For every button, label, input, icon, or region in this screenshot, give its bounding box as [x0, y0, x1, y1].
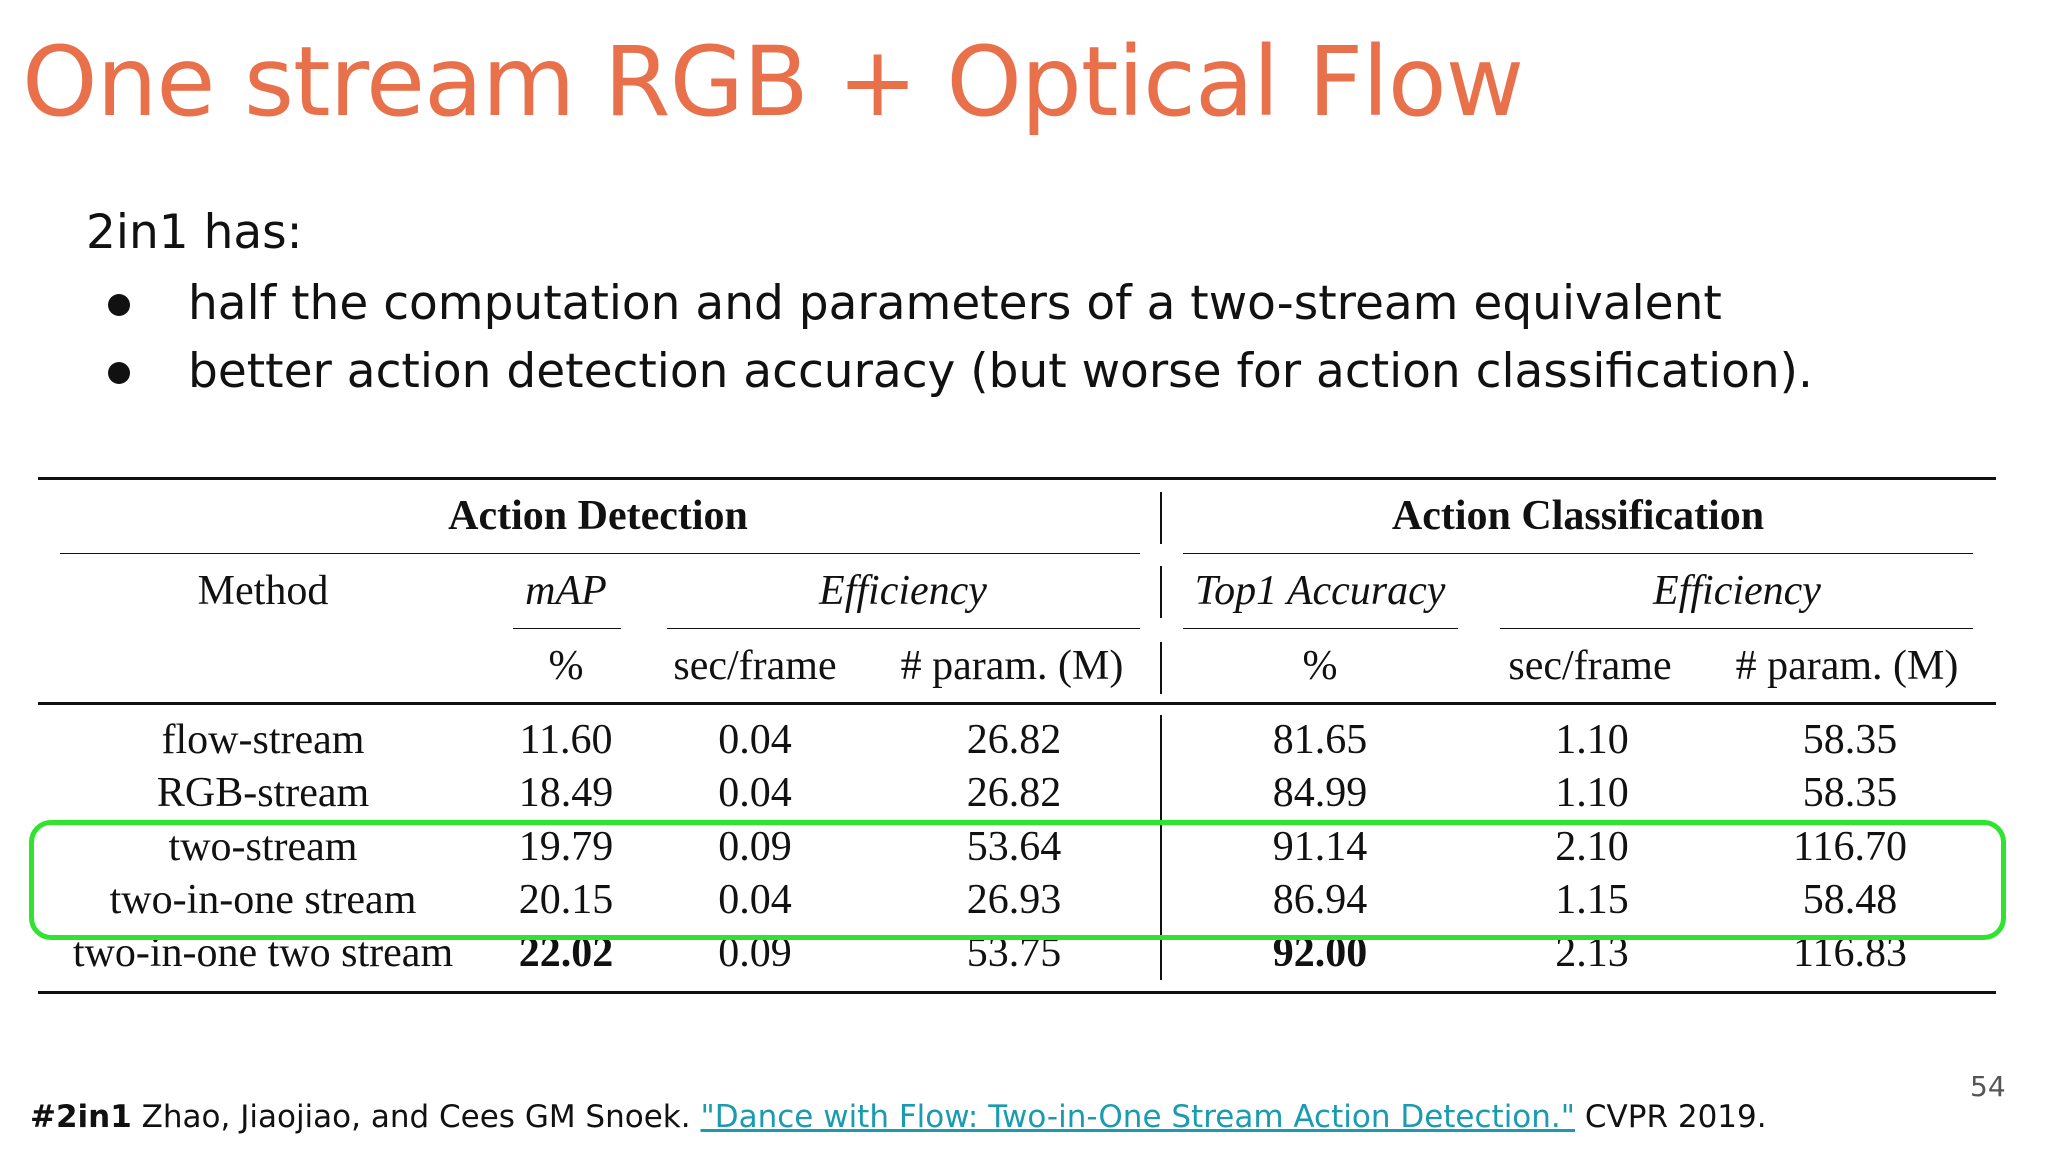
cell-map: 11.60: [519, 717, 613, 763]
cell-cls-sec: 1.10: [1555, 770, 1629, 816]
det-efficiency-sub-rule: [667, 628, 1140, 629]
cell-top1: 86.94: [1272, 877, 1368, 923]
header-method: Method: [197, 568, 329, 614]
page-number: 54: [1970, 1070, 2006, 1103]
cell-map: 19.79: [518, 824, 614, 870]
bullet-dot-icon: [108, 362, 130, 384]
unit-map-percent: %: [548, 643, 584, 689]
highlight-box: [29, 820, 2006, 940]
intro-text: 2in1 has:: [86, 205, 303, 260]
citation-paper-link[interactable]: "Dance with Flow: Two-in-One Stream Acti…: [700, 1099, 1576, 1135]
cell-det-sec: 0.04: [718, 770, 792, 816]
bullet-text: half the computation and parameters of a…: [188, 276, 1722, 331]
cell-method: two-stream: [168, 824, 358, 870]
cell-cls-param: 58.35: [1802, 770, 1898, 816]
cell-det-param: 26.82: [966, 717, 1062, 763]
citation-tag: #2in1: [30, 1099, 132, 1135]
cell-method: RGB-stream: [156, 770, 370, 816]
cell-det-param: 53.64: [966, 824, 1062, 870]
table-header-rule: [38, 702, 1996, 705]
detection-group-rule: [60, 553, 1140, 554]
unit-cls-sec-frame: sec/frame: [1508, 643, 1672, 689]
unit-det-sec-frame: sec/frame: [673, 643, 837, 689]
cell-method: flow-stream: [161, 717, 365, 763]
cell-map: 20.15: [518, 877, 614, 923]
cell-det-sec: 0.04: [718, 717, 792, 763]
column-divider: [1160, 566, 1162, 618]
classification-group-rule: [1183, 553, 1973, 554]
slide-title: One stream RGB + Optical Flow: [22, 26, 1524, 138]
cls-efficiency-sub-rule: [1500, 628, 1973, 629]
citation-venue: CVPR 2019.: [1584, 1099, 1767, 1135]
cell-det-param: 26.82: [966, 770, 1062, 816]
bullet-item: better action detection accuracy (but wo…: [100, 338, 1813, 406]
header-map: mAP: [525, 568, 607, 614]
top1-sub-rule: [1183, 628, 1458, 629]
header-top1-accuracy: Top1 Accuracy: [1194, 568, 1446, 614]
bullet-dot-icon: [108, 294, 130, 316]
cell-cls-sec: 1.15: [1555, 877, 1629, 923]
cell-top1: 81.65: [1272, 717, 1368, 763]
cell-top1: 84.99: [1272, 770, 1368, 816]
column-divider: [1160, 715, 1162, 980]
cell-map: 18.49: [518, 770, 614, 816]
header-det-efficiency: Efficiency: [819, 568, 987, 614]
header-action-classification: Action Classification: [1391, 493, 1765, 539]
cell-cls-sec: 1.10: [1555, 717, 1629, 763]
cell-cls-param: 58.48: [1802, 877, 1898, 923]
cell-det-param: 26.93: [966, 877, 1062, 923]
bullet-text: better action detection accuracy (but wo…: [188, 344, 1813, 399]
unit-det-params: # param. (M): [900, 643, 1124, 689]
citation-authors: Zhao, Jiaojiao, and Cees GM Snoek.: [141, 1099, 691, 1135]
citation: #2in1 Zhao, Jiaojiao, and Cees GM Snoek.…: [30, 1095, 1767, 1139]
cell-det-sec: 0.04: [718, 877, 792, 923]
cell-top1: 91.14: [1272, 824, 1368, 870]
cell-cls-param: 116.70: [1793, 824, 1907, 870]
bullet-item: half the computation and parameters of a…: [100, 270, 1813, 338]
table-top-rule: [38, 477, 1996, 480]
cell-cls-sec: 2.10: [1555, 824, 1629, 870]
unit-top1-percent: %: [1302, 643, 1338, 689]
map-sub-rule: [513, 628, 621, 629]
table-bottom-rule: [38, 991, 1996, 994]
column-divider: [1160, 492, 1162, 544]
column-divider: [1160, 642, 1162, 694]
bullet-list: half the computation and parameters of a…: [100, 270, 1813, 406]
cell-det-sec: 0.09: [718, 824, 792, 870]
header-action-detection: Action Detection: [448, 493, 748, 539]
cell-cls-param: 58.35: [1802, 717, 1898, 763]
unit-cls-params: # param. (M): [1735, 643, 1959, 689]
header-cls-efficiency: Efficiency: [1653, 568, 1821, 614]
cell-method: two-in-one stream: [109, 877, 417, 923]
